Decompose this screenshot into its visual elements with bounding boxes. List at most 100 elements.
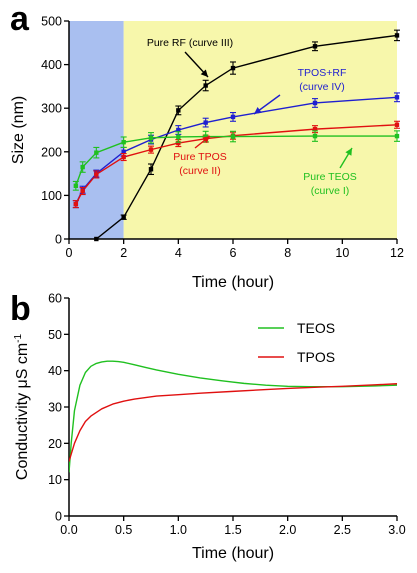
panel-a-point-tpos-rf-curve-iv — [203, 120, 208, 125]
panel-b-legend-item-teos: TEOS — [258, 320, 335, 336]
panel-a-ticks: 0 2 4 6 8 10 12 0 100 200 300 400 500 — [41, 15, 404, 261]
panel-a-annotation-line1: TPOS+RF — [298, 67, 347, 79]
panel-b-letter: b — [10, 290, 31, 328]
panel-a-y-tick-label: 0 — [55, 233, 62, 247]
panel-a-chart: 0 2 4 6 8 10 12 0 100 200 300 400 500 Pure RF (curve… — [10, 0, 404, 291]
panel-a-point-pure-teos-curve-i — [121, 140, 126, 145]
panel-b-x-tick-label: 0.5 — [115, 523, 132, 537]
panel-a-annotation-line2: (curve IV) — [299, 81, 345, 93]
panel-a-point-pure-teos-curve-i — [148, 135, 154, 141]
panel-a-point-pure-teos-curve-i — [394, 133, 400, 139]
panel-a-annotation-line2: (curve II) — [179, 165, 220, 177]
panel-b-series-line-teos — [69, 360, 397, 473]
panel-a-point-pure-tpos-curve-ii — [394, 122, 400, 127]
panel-a-annotation-arrow — [194, 135, 211, 149]
panel-a-annotation-arrow — [253, 94, 281, 115]
panel-a-x-tick-label: 0 — [66, 246, 73, 260]
panel-b-y-tick-label: 0 — [55, 510, 62, 524]
panel-a-series-line-pure-tpos-curve-ii — [75, 124, 397, 205]
panel-a-y-tick-label: 200 — [41, 145, 62, 159]
panel-a-annotation-line1: Pure TPOS — [173, 151, 227, 163]
panel-a-series-line-pure-teos-curve-i — [75, 135, 397, 187]
panel-a-point-pure-rf-curve-iii — [176, 108, 181, 113]
panel-b-x-axis-title: Time (hour) — [192, 545, 274, 562]
panel-b-x-tick-label: 1.5 — [224, 523, 241, 537]
panel-a-shaded-regions — [69, 21, 398, 239]
panel-a-annotation-line2: (curve I) — [311, 185, 350, 197]
panel-a-y-axis-title: Size (nm) — [10, 96, 27, 164]
panel-b-y-tick-label: 50 — [48, 328, 62, 342]
panel-b-series — [69, 360, 397, 473]
panel-a-point-pure-teos-curve-i — [312, 133, 318, 139]
panel-a-point-pure-tpos-curve-ii — [94, 172, 99, 177]
panel-a-x-tick-label: 12 — [390, 246, 404, 260]
panel-a-point-pure-rf-curve-iii — [121, 215, 126, 220]
panel-b-x-tick-label: 3.0 — [388, 523, 405, 537]
panel-a-point-pure-tpos-curve-ii — [176, 140, 181, 146]
panel-b-y-tick-label: 60 — [48, 292, 62, 306]
panel-a-point-pure-tpos-curve-ii — [312, 126, 318, 132]
panel-a-letter: a — [10, 0, 30, 38]
panel-b-y-tick-label: 30 — [48, 401, 62, 415]
panel-a-annotation-arrow — [339, 147, 353, 169]
panel-a-series-line-pure-rf-curve-iii — [95, 34, 397, 239]
panel-a-point-pure-rf-curve-iii — [230, 65, 236, 71]
panel-b-ticks: 0.0 0.5 1.0 1.5 2.0 2.5 3.0 0 10 20 30 40 50 60 — [48, 292, 406, 538]
panel-a-point-pure-teos-curve-i — [230, 134, 236, 139]
panel-a-point-pure-rf-curve-iii — [148, 167, 154, 172]
panel-b-axes — [68, 298, 397, 517]
panel-a-annotation-line1: Pure TEOS — [303, 171, 357, 183]
panel-b-y-axis-title-main: Conductivity μS cm — [14, 343, 31, 480]
panel-a-x-tick-label: 4 — [175, 246, 182, 260]
panel-b-y-tick-label: 10 — [48, 473, 62, 487]
panel-a-point-pure-tpos-curve-ii — [73, 201, 79, 207]
panel-a-y-tick-label: 400 — [41, 58, 62, 72]
panel-b-y-tick-label: 20 — [48, 437, 62, 451]
panel-b-y-axis-title-superscript: -1 — [13, 333, 24, 342]
panel-b-y-axis-title: Conductivity μS cm-1 — [13, 333, 31, 480]
panel-a-annotation-line1: Pure RF (curve III) — [147, 37, 233, 49]
panel-a-shaded-region-2 — [123, 21, 398, 239]
panel-a-point-pure-rf-curve-iii — [94, 236, 99, 242]
panel-a-point-tpos-rf-curve-iv — [230, 114, 236, 120]
panel-a-x-tick-label: 6 — [230, 246, 237, 260]
panel-a-point-pure-rf-curve-iii — [203, 83, 208, 88]
panel-a-point-pure-rf-curve-iii — [312, 44, 318, 49]
panel-a-point-tpos-rf-curve-iv — [312, 100, 318, 106]
panel-a-point-pure-teos-curve-i — [94, 150, 99, 155]
panel-a-point-pure-teos-curve-i — [73, 183, 79, 189]
panel-a-point-pure-teos-curve-i — [176, 134, 181, 140]
panel-a-annotation-arrow — [184, 51, 209, 78]
panel-b-y-tick-label: 40 — [48, 364, 62, 378]
panel-b-x-tick-label: 2.0 — [279, 523, 296, 537]
panel-a-x-tick-label: 10 — [335, 246, 349, 260]
panel-a-y-tick-label: 100 — [41, 189, 62, 203]
panel-a-y-tick-label: 500 — [41, 15, 62, 29]
panel-a-x-tick-label: 8 — [284, 246, 291, 260]
panel-a-point-pure-rf-curve-iii — [394, 33, 400, 38]
panel-a-point-pure-tpos-curve-ii — [121, 154, 126, 160]
panel-b-legend-label: TEOS — [297, 320, 335, 336]
panel-a-point-tpos-rf-curve-iv — [176, 127, 181, 133]
panel-b-x-tick-label: 0.0 — [60, 523, 77, 537]
panel-b-legend: TEOS TPOS — [258, 320, 335, 365]
panel-a-shaded-region-1 — [69, 21, 124, 239]
panel-a-x-axis-title: Time (hour) — [192, 274, 274, 291]
panel-a-point-pure-tpos-curve-ii — [80, 188, 85, 194]
panel-a-point-tpos-rf-curve-iv — [394, 95, 400, 100]
panel-b-legend-item-tpos: TPOS — [258, 349, 335, 365]
panel-a-point-pure-tpos-curve-ii — [148, 147, 154, 152]
panel-a-point-pure-teos-curve-i — [203, 134, 208, 139]
panel-a-annotations: Pure RF (curve III) TPOS+RF (curve IV) Pure… — [147, 37, 357, 197]
panel-a-y-tick-label: 300 — [41, 102, 62, 116]
panel-a-series — [75, 34, 397, 239]
panel-a-point-tpos-rf-curve-iv — [121, 149, 126, 154]
panel-b-x-tick-label: 1.0 — [170, 523, 187, 537]
panel-b-legend-label: TPOS — [297, 349, 335, 365]
panel-a-x-tick-label: 2 — [120, 246, 127, 260]
panel-b-series-line-tpos — [69, 383, 397, 462]
panel-a-point-pure-teos-curve-i — [80, 164, 85, 170]
panel-b-x-tick-label: 2.5 — [334, 523, 351, 537]
